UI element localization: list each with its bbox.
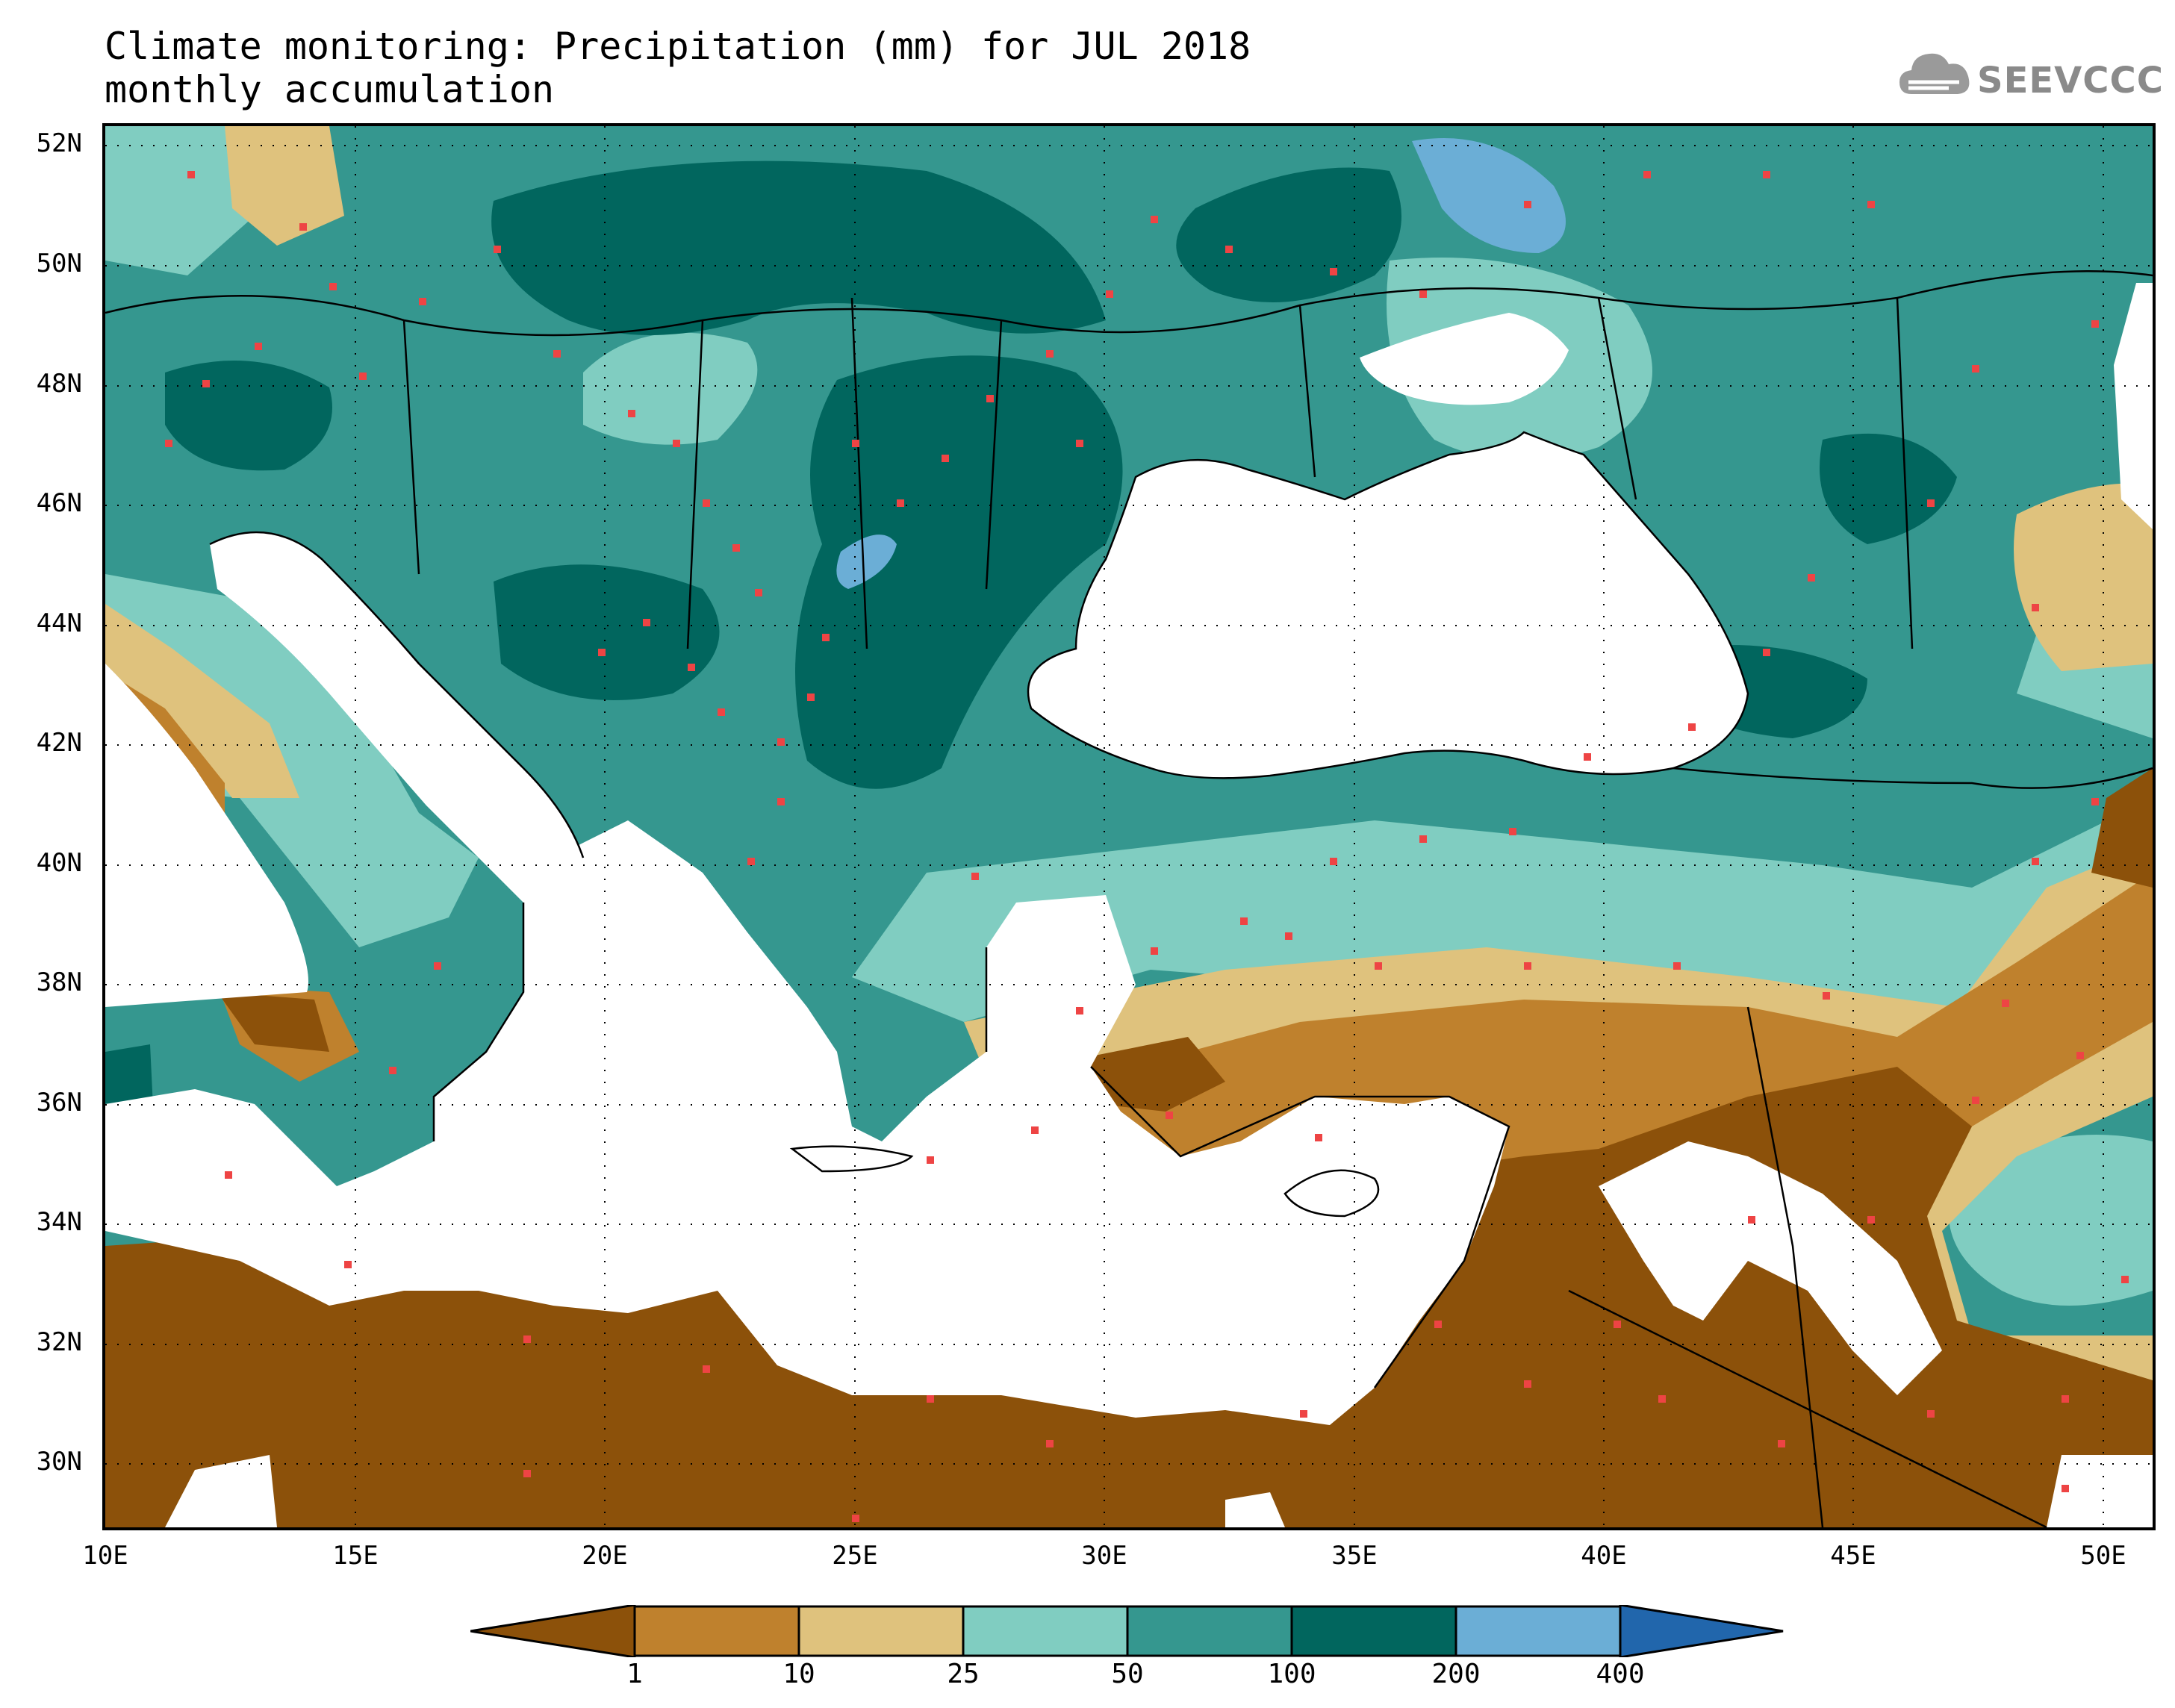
lat-tick-38n: 38N xyxy=(36,967,82,997)
map-title: Climate monitoring: Precipitation (mm) f… xyxy=(105,25,1251,68)
colorbar-label-400: 400 xyxy=(1596,1659,1645,1689)
colorbar-segment-lt-1 xyxy=(470,1605,636,1657)
colorbar-segment-gt-400 xyxy=(1619,1605,1784,1657)
desert-no-data xyxy=(165,1141,1942,1527)
lat-tick-50n: 50N xyxy=(36,249,82,278)
colorbar-label-10: 10 xyxy=(782,1659,815,1689)
lat-tick-36n: 36N xyxy=(36,1088,82,1118)
precip-zone-lt-1 xyxy=(105,768,2153,1527)
adriatic-sea xyxy=(210,532,583,903)
colorbar-segment-1-10 xyxy=(633,1605,800,1657)
borders xyxy=(105,270,2153,1527)
lon-tick-40e: 40E xyxy=(1581,1541,1627,1571)
lat-tick-44n: 44N xyxy=(36,608,82,638)
colorbar-segment-100-200 xyxy=(1290,1605,1457,1657)
colorbar-segment-200-400 xyxy=(1454,1605,1622,1657)
black-sea xyxy=(1028,432,1748,779)
lon-tick-15e: 15E xyxy=(332,1541,379,1571)
lon-tick-45e: 45E xyxy=(1830,1541,1876,1571)
lat-tick-40n: 40N xyxy=(36,848,82,878)
colorbar-label-1: 1 xyxy=(626,1659,643,1689)
precip-zone-200-400 xyxy=(836,138,1566,589)
lon-tick-35e: 35E xyxy=(1331,1541,1378,1571)
caspian-sea xyxy=(2047,283,2153,1527)
lon-tick-25e: 25E xyxy=(832,1541,878,1571)
colorbar xyxy=(470,1605,1784,1657)
lat-tick-46n: 46N xyxy=(36,488,82,518)
precip-zone-100-200 xyxy=(105,160,1957,1224)
cloud-icon xyxy=(1899,53,1970,94)
colorbar-segment-50-100 xyxy=(1126,1605,1293,1657)
lat-tick-42n: 42N xyxy=(36,728,82,758)
map-canvas xyxy=(105,126,2153,1527)
colorbar-segment-10-25 xyxy=(797,1605,965,1657)
lon-tick-50e: 50E xyxy=(2080,1541,2126,1571)
colorbar-label-100: 100 xyxy=(1267,1659,1316,1689)
colorbar-label-50: 50 xyxy=(1111,1659,1144,1689)
lon-tick-10e: 10E xyxy=(82,1541,128,1571)
colorbar-label-25: 25 xyxy=(947,1659,980,1689)
lat-tick-48n: 48N xyxy=(36,369,82,399)
lat-tick-52n: 52N xyxy=(36,128,82,158)
precip-zone-25-50 xyxy=(105,126,2153,1306)
tyrrhenian-sea xyxy=(105,664,308,1007)
precipitation-map xyxy=(102,123,2156,1530)
colorbar-label-200: 200 xyxy=(1431,1659,1481,1689)
mediterranean-sea xyxy=(105,820,1509,1425)
logo-text: SEEVCCC xyxy=(1977,60,2164,102)
station-markers xyxy=(165,171,2129,1522)
lon-tick-30e: 30E xyxy=(1081,1541,1127,1571)
azov-sea xyxy=(1360,313,1569,405)
seevccc-logo: SEEVCCC xyxy=(1896,46,2163,113)
lat-tick-34n: 34N xyxy=(36,1207,82,1237)
map-subtitle: monthly accumulation xyxy=(105,68,555,111)
lat-tick-30n: 30N xyxy=(36,1447,82,1477)
colorbar-segment-25-50 xyxy=(962,1605,1129,1657)
lon-tick-20e: 20E xyxy=(582,1541,628,1571)
lat-tick-32n: 32N xyxy=(36,1327,82,1357)
